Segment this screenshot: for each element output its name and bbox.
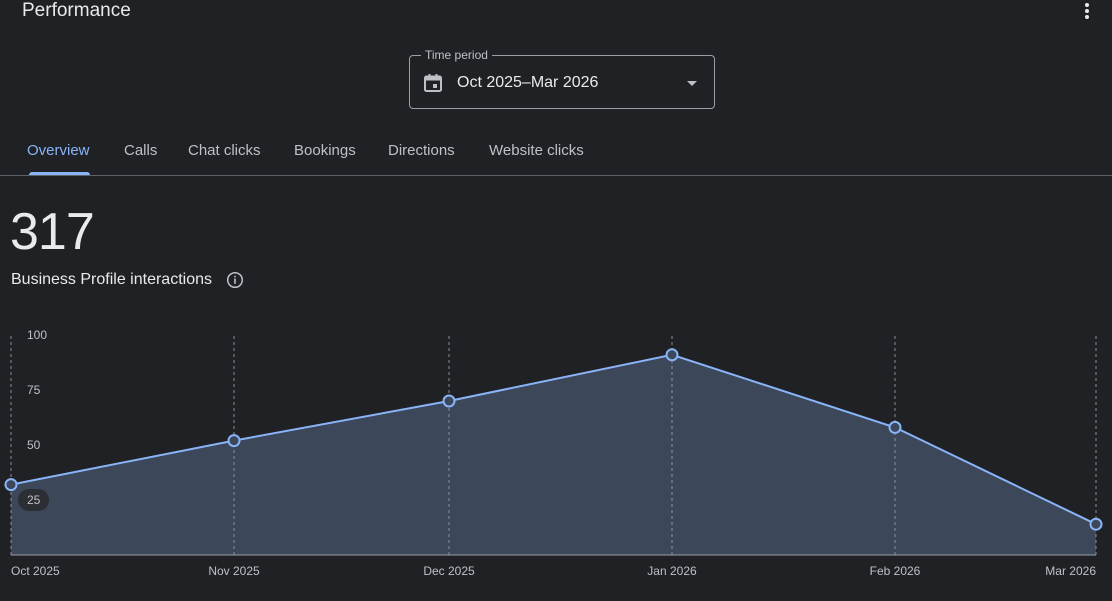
page-title: Performance <box>22 0 131 21</box>
active-tab-indicator <box>29 172 90 175</box>
tab-chat-clicks[interactable]: Chat clicks <box>188 142 261 159</box>
more-vert-icon <box>1085 3 1089 19</box>
total-interactions-value: 317 <box>10 203 95 261</box>
data-point-5 <box>888 420 902 434</box>
x-tick-label-6: Mar 2026 <box>1045 564 1096 578</box>
y-tick-label-75: 75 <box>27 383 41 397</box>
y-tick-label-100: 100 <box>27 328 47 342</box>
x-tick-label-5: Feb 2026 <box>870 564 921 578</box>
x-tick-label-1: Oct 2025 <box>11 564 60 578</box>
more-options-button[interactable] <box>1076 0 1098 24</box>
time-period-label: Time period <box>421 47 492 63</box>
area-fill <box>11 354 1096 555</box>
y-tick-label-50: 50 <box>27 438 41 452</box>
data-point-1 <box>4 478 18 492</box>
tab-bookings[interactable]: Bookings <box>294 142 356 159</box>
x-tick-label-4: Jan 2026 <box>647 564 697 578</box>
y-tick-label-25: 25 <box>27 493 41 507</box>
series-line <box>10 353 1097 526</box>
tab-website-clicks[interactable]: Website clicks <box>489 142 584 159</box>
data-point-4 <box>665 348 679 362</box>
data-point-3 <box>442 394 456 408</box>
tab-calls[interactable]: Calls <box>124 142 158 159</box>
info-icon[interactable] <box>226 271 244 289</box>
interactions-area-chart: 25 50 75 100 Oct 2025 Nov 2025 Dec 2025 Jan 202… <box>4 328 1103 578</box>
tab-overview[interactable]: Overview <box>27 142 90 159</box>
y-tick-badge-25 <box>18 489 49 511</box>
time-period-select[interactable]: Time period Oct 2025–Mar 2026 <box>409 47 715 109</box>
metric-label: Business Profile interactions <box>11 271 212 288</box>
data-point-2 <box>227 434 241 448</box>
x-tick-label-3: Dec 2025 <box>423 564 475 578</box>
metric-tabs: Overview Calls Chat clicks Bookings Dire… <box>0 130 1112 176</box>
dropdown-caret-icon <box>687 81 697 86</box>
x-tick-label-2: Nov 2025 <box>208 564 260 578</box>
time-period-value: Oct 2025–Mar 2026 <box>457 74 599 91</box>
tab-directions[interactable]: Directions <box>388 142 455 159</box>
calendar-icon <box>424 74 442 92</box>
data-point-6 <box>1089 517 1103 531</box>
